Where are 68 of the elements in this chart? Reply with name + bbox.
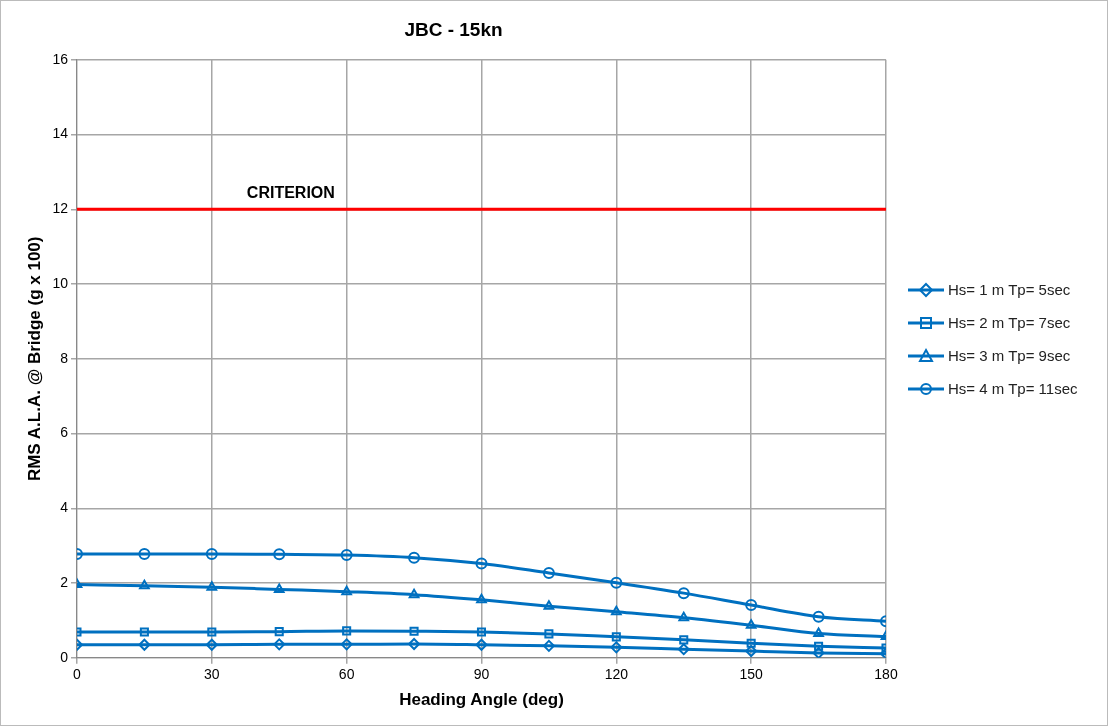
x-tick-label: 30 bbox=[204, 666, 220, 683]
point bbox=[273, 638, 286, 651]
y-tick-label: 0 bbox=[60, 648, 69, 665]
x-tick-label: 0 bbox=[73, 666, 82, 683]
y-tick-label: 10 bbox=[52, 274, 69, 291]
point bbox=[542, 566, 555, 579]
point bbox=[205, 638, 218, 651]
point bbox=[476, 593, 487, 604]
point bbox=[610, 605, 622, 616]
point bbox=[273, 548, 286, 561]
point bbox=[542, 639, 555, 652]
point bbox=[745, 645, 758, 658]
point bbox=[341, 585, 352, 596]
point bbox=[746, 638, 756, 648]
y-tick-label: 2 bbox=[60, 573, 69, 590]
point bbox=[408, 551, 421, 564]
point bbox=[408, 588, 420, 599]
point bbox=[679, 635, 689, 645]
point bbox=[745, 619, 757, 629]
y-tick-label: 14 bbox=[52, 125, 69, 142]
x-tick-label: 180 bbox=[874, 666, 898, 683]
point bbox=[677, 587, 690, 600]
point bbox=[814, 641, 824, 651]
point bbox=[340, 549, 353, 562]
point bbox=[139, 627, 149, 637]
point bbox=[139, 579, 150, 590]
point bbox=[677, 643, 690, 656]
point bbox=[342, 626, 352, 636]
chart-title: JBC - 15kn bbox=[404, 18, 503, 40]
point bbox=[610, 641, 623, 654]
legend-label: Hs= 2 m Tp= 7sec bbox=[948, 314, 1071, 331]
x-tick-label: 150 bbox=[739, 666, 764, 683]
point bbox=[543, 600, 555, 610]
point bbox=[476, 627, 487, 637]
x-axis-title: Heading Angle (deg) bbox=[399, 690, 564, 710]
point bbox=[273, 583, 285, 593]
point bbox=[206, 581, 218, 591]
point bbox=[812, 646, 825, 658]
point bbox=[475, 557, 488, 570]
point bbox=[340, 638, 353, 651]
y-tick-label: 8 bbox=[60, 349, 69, 366]
ref-line-label: CRITERION bbox=[246, 183, 335, 201]
point bbox=[409, 626, 419, 636]
legend-label: Hs= 4 m Tp= 11sec bbox=[948, 380, 1078, 397]
point bbox=[544, 629, 554, 639]
point bbox=[205, 547, 218, 560]
point bbox=[408, 637, 421, 650]
legend-label: Hs= 3 m Tp= 9sec bbox=[948, 347, 1071, 364]
y-tick-label: 6 bbox=[60, 424, 69, 441]
point bbox=[611, 632, 621, 642]
y-tick-label: 4 bbox=[60, 499, 69, 516]
point bbox=[207, 627, 217, 637]
point bbox=[745, 599, 758, 612]
point bbox=[678, 611, 690, 622]
point bbox=[813, 627, 824, 638]
point bbox=[812, 610, 825, 623]
point bbox=[138, 638, 151, 651]
x-tick-label: 60 bbox=[338, 666, 355, 683]
x-tick-label: 120 bbox=[604, 666, 629, 683]
x-tick-label: 90 bbox=[473, 666, 490, 683]
y-tick-label: 16 bbox=[52, 50, 69, 67]
y-tick-label: 12 bbox=[52, 200, 69, 217]
point bbox=[610, 576, 623, 589]
point bbox=[475, 638, 488, 651]
point bbox=[274, 627, 284, 637]
point bbox=[138, 547, 151, 560]
legend-label: Hs= 1 m Tp= 5sec bbox=[948, 281, 1071, 298]
y-axis-title: RMS A.L.A. @ Bridge (g x 100) bbox=[24, 236, 44, 482]
